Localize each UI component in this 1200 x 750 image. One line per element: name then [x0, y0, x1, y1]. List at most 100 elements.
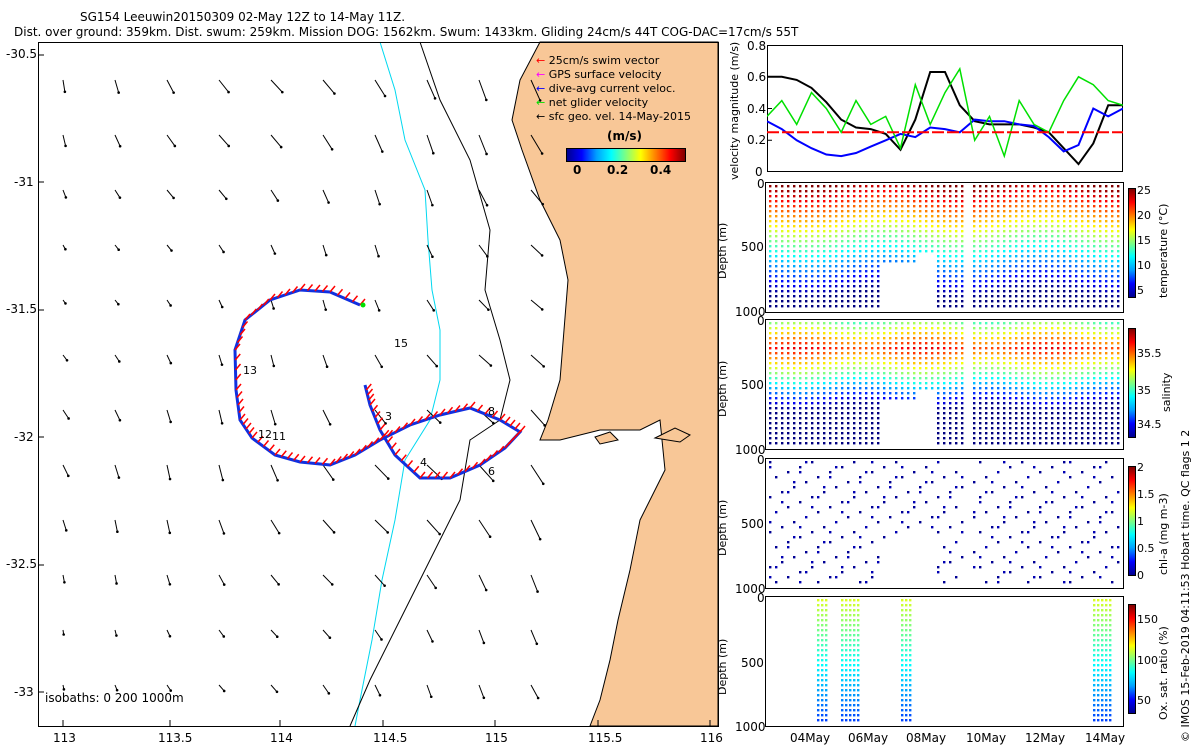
section-sample: [973, 235, 976, 238]
section-sample: [865, 417, 868, 420]
section-sample: [1111, 270, 1114, 273]
section-sample: [853, 679, 856, 682]
section-sample: [1093, 382, 1096, 385]
section-sample: [1105, 357, 1108, 360]
velocity-arrow-head: [169, 420, 172, 424]
section-sample: [1099, 285, 1102, 288]
section-sample: [1015, 195, 1018, 198]
section-sample: [817, 397, 820, 400]
section-sample: [1015, 377, 1018, 380]
section-sample: [1057, 516, 1060, 519]
section-sample: [877, 332, 880, 335]
velocity-arrow: [218, 354, 223, 365]
swim-vector: [280, 450, 287, 458]
section-sample: [823, 265, 826, 268]
section-sample: [1101, 719, 1104, 722]
section-sample: [775, 427, 778, 430]
section-sample: [1111, 427, 1114, 430]
section-sample: [1081, 372, 1084, 375]
section-sample: [991, 377, 994, 380]
section-sample: [853, 709, 856, 712]
section-sample: [845, 709, 848, 712]
section-sample: [1033, 195, 1036, 198]
section-sample: [829, 541, 832, 544]
section-sample: [901, 684, 904, 687]
section-sample: [817, 300, 820, 303]
section-sample: [871, 270, 874, 273]
section-sample: [845, 609, 848, 612]
section-sample: [769, 337, 772, 340]
section-sample: [849, 654, 852, 657]
chlorophyll-colorbar-label: chl-a (mg m-3): [1157, 493, 1170, 575]
section-sample: [1087, 556, 1090, 559]
section-sample: [817, 619, 820, 622]
section-sample: [811, 250, 814, 253]
section-sample: [877, 437, 880, 440]
section-sample: [913, 190, 916, 193]
map-xtick: 113: [53, 731, 76, 745]
section-sample: [1033, 372, 1036, 375]
section-sample: [787, 327, 790, 330]
velocity-arrow-head: [273, 252, 277, 255]
section-sample: [1051, 327, 1054, 330]
section-sample: [805, 402, 808, 405]
section-sample: [1003, 190, 1006, 193]
section-sample: [919, 387, 922, 390]
section-sample: [823, 387, 826, 390]
section-sample: [1051, 442, 1054, 445]
section-sample: [823, 205, 826, 208]
section-sample: [907, 240, 910, 243]
velocity-arrow-head: [276, 199, 280, 202]
velocity-arrow-head: [488, 535, 492, 539]
section-sample: [1003, 571, 1006, 574]
section-ytick: 0: [757, 314, 765, 328]
section-sample: [1057, 210, 1060, 213]
section-sample: [775, 235, 778, 238]
section-sample: [865, 295, 868, 298]
section-sample: [769, 392, 772, 395]
section-sample: [907, 225, 910, 228]
section-sample: [841, 260, 844, 263]
section-sample: [1109, 669, 1112, 672]
section-sample: [937, 265, 940, 268]
section-sample: [973, 285, 976, 288]
section-sample: [907, 327, 910, 330]
section-sample: [1027, 397, 1030, 400]
section-sample: [841, 290, 844, 293]
section-ytick: 0: [757, 591, 765, 605]
section-sample: [829, 270, 832, 273]
section-sample: [1057, 280, 1060, 283]
section-sample: [895, 235, 898, 238]
section-sample: [1093, 215, 1096, 218]
section-sample: [1075, 397, 1078, 400]
velocity-arrow-head: [279, 145, 283, 149]
section-sample: [775, 300, 778, 303]
section-sample: [991, 536, 994, 539]
section-sample: [859, 382, 862, 385]
section-sample: [1111, 382, 1114, 385]
section-sample: [877, 382, 880, 385]
section-sample: [1111, 322, 1114, 325]
section-sample: [1027, 185, 1030, 188]
section-sample: [1075, 442, 1078, 445]
velocity-arrow: [218, 519, 225, 534]
section-sample: [817, 624, 820, 627]
section-sample: [1039, 362, 1042, 365]
velocity-arrow: [114, 189, 121, 198]
section-ylabel: Depth (m): [716, 222, 729, 279]
section-sample: [1015, 235, 1018, 238]
section-sample: [905, 659, 908, 662]
swim-vector: [441, 471, 449, 479]
section-sample: [817, 609, 820, 612]
velocity-arrow-head: [115, 582, 118, 585]
section-sample: [823, 541, 826, 544]
section-sample: [997, 235, 1000, 238]
section-sample: [841, 337, 844, 340]
section-sample: [853, 285, 856, 288]
section-sample: [1105, 332, 1108, 335]
section-sample: [1021, 541, 1024, 544]
section-sample: [991, 190, 994, 193]
section-sample: [1033, 437, 1036, 440]
section-sample: [1117, 407, 1120, 410]
section-sample: [909, 654, 912, 657]
